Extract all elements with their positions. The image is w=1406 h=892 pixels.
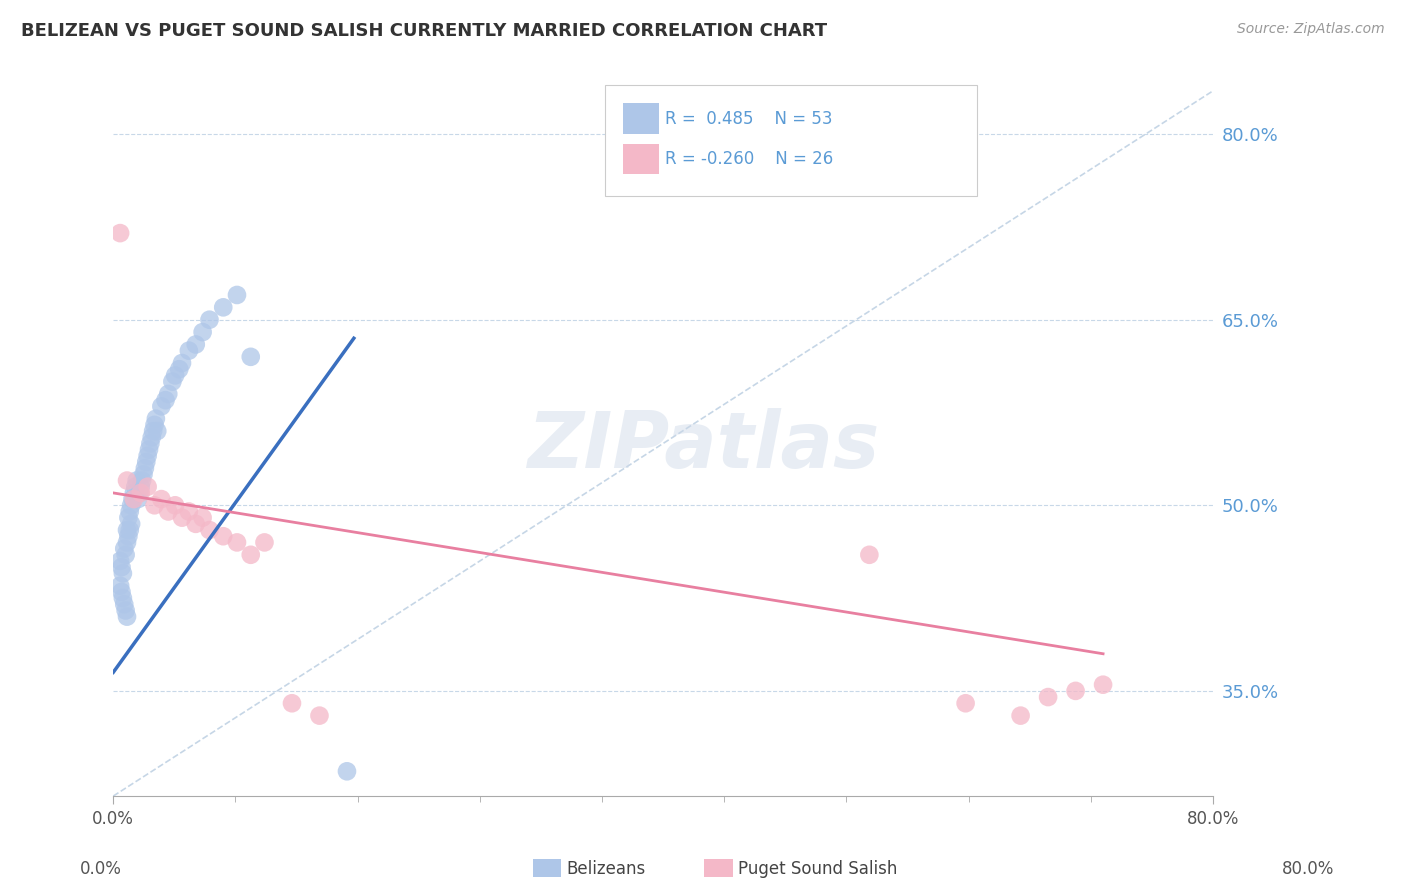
Point — [198, 523, 221, 537]
Point — [120, 498, 142, 512]
Text: Source: ZipAtlas.com: Source: ZipAtlas.com — [1237, 22, 1385, 37]
Text: 80.0%: 80.0% — [1281, 860, 1334, 878]
Point — [191, 510, 214, 524]
Point — [132, 467, 155, 482]
Point — [157, 504, 180, 518]
Point — [1064, 684, 1087, 698]
Point — [135, 455, 157, 469]
Point — [198, 312, 221, 326]
Point — [155, 393, 177, 408]
Point — [129, 480, 152, 494]
Point — [239, 350, 262, 364]
Point — [146, 424, 169, 438]
Point — [136, 449, 159, 463]
Point — [120, 516, 142, 531]
Point — [131, 474, 153, 488]
Point — [1010, 708, 1032, 723]
Point — [115, 535, 138, 549]
Point — [111, 566, 134, 581]
Point — [121, 492, 143, 507]
Text: ZIPatlas: ZIPatlas — [527, 408, 879, 484]
Point — [118, 523, 141, 537]
Point — [111, 591, 134, 606]
Point — [110, 560, 132, 574]
Text: R = -0.260    N = 26: R = -0.260 N = 26 — [665, 150, 834, 168]
Point — [184, 516, 207, 531]
Point — [112, 541, 135, 556]
Point — [141, 430, 163, 444]
Point — [129, 486, 152, 500]
Point — [114, 603, 136, 617]
Point — [184, 337, 207, 351]
Point — [150, 400, 173, 414]
Point — [108, 554, 131, 568]
Point — [118, 504, 141, 518]
Point — [191, 325, 214, 339]
Text: Puget Sound Salish: Puget Sound Salish — [738, 860, 897, 878]
Point — [281, 696, 304, 710]
Point — [127, 492, 149, 507]
Point — [122, 492, 145, 507]
Point — [308, 708, 330, 723]
Point — [142, 424, 165, 438]
Point — [117, 529, 139, 543]
Point — [165, 368, 187, 383]
Point — [226, 535, 249, 549]
Point — [139, 436, 162, 450]
Text: BELIZEAN VS PUGET SOUND SALISH CURRENTLY MARRIED CORRELATION CHART: BELIZEAN VS PUGET SOUND SALISH CURRENTLY… — [21, 22, 827, 40]
Point — [108, 579, 131, 593]
Point — [117, 510, 139, 524]
Point — [177, 504, 200, 518]
Point — [124, 480, 146, 494]
Point — [253, 535, 276, 549]
Point — [138, 442, 160, 457]
Point — [115, 609, 138, 624]
Point — [170, 356, 193, 370]
Point — [955, 696, 977, 710]
Point — [115, 523, 138, 537]
Point — [114, 548, 136, 562]
Point — [165, 498, 187, 512]
Point — [125, 474, 148, 488]
Point — [157, 387, 180, 401]
Point — [122, 486, 145, 500]
Point — [1092, 678, 1115, 692]
Point — [143, 417, 166, 432]
Point — [212, 301, 235, 315]
Point — [858, 548, 880, 562]
Point — [162, 375, 184, 389]
Point — [177, 343, 200, 358]
Point — [212, 529, 235, 543]
Point — [170, 510, 193, 524]
Point — [226, 288, 249, 302]
Point — [336, 764, 359, 779]
Point — [145, 411, 167, 425]
Point — [239, 548, 262, 562]
Point — [108, 226, 131, 240]
Point — [136, 480, 159, 494]
Point — [115, 474, 138, 488]
Point — [128, 486, 150, 500]
Point — [167, 362, 190, 376]
Point — [134, 461, 156, 475]
Text: R =  0.485    N = 53: R = 0.485 N = 53 — [665, 110, 832, 128]
Point — [143, 498, 166, 512]
Text: Belizeans: Belizeans — [567, 860, 645, 878]
Point — [112, 597, 135, 611]
Text: 0.0%: 0.0% — [80, 860, 122, 878]
Point — [1036, 690, 1059, 704]
Point — [150, 492, 173, 507]
Point — [110, 585, 132, 599]
